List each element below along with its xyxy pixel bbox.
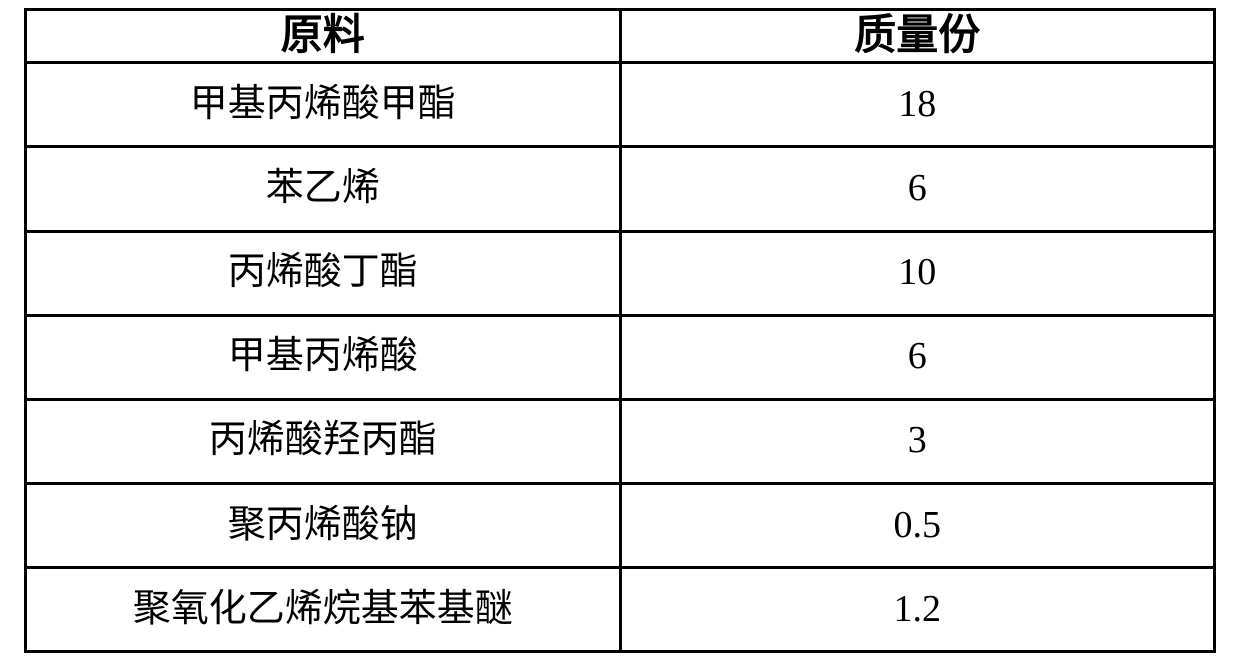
cell-parts: 1.2 — [620, 567, 1215, 651]
cell-material: 丙烯酸羟丙酯 — [26, 399, 621, 483]
cell-parts: 6 — [620, 315, 1215, 399]
table-row: 苯乙烯 6 — [26, 147, 1215, 231]
cell-parts: 0.5 — [620, 483, 1215, 567]
cell-material: 聚丙烯酸钠 — [26, 483, 621, 567]
table-row: 甲基丙烯酸 6 — [26, 315, 1215, 399]
composition-table-container: 原料 质量份 甲基丙烯酸甲酯 18 苯乙烯 6 丙烯酸丁酯 10 甲基丙烯酸 6 — [0, 0, 1240, 669]
table-row: 聚氧化乙烯烷基苯基醚 1.2 — [26, 567, 1215, 651]
table-header-row: 原料 质量份 — [26, 10, 1215, 63]
cell-material: 丙烯酸丁酯 — [26, 231, 621, 315]
cell-material: 甲基丙烯酸 — [26, 315, 621, 399]
col-header-parts: 质量份 — [620, 10, 1215, 63]
table-row: 丙烯酸羟丙酯 3 — [26, 399, 1215, 483]
table-row: 聚丙烯酸钠 0.5 — [26, 483, 1215, 567]
cell-parts: 18 — [620, 63, 1215, 147]
cell-parts: 6 — [620, 147, 1215, 231]
cell-parts: 10 — [620, 231, 1215, 315]
cell-material: 苯乙烯 — [26, 147, 621, 231]
cell-material: 甲基丙烯酸甲酯 — [26, 63, 621, 147]
table-row: 甲基丙烯酸甲酯 18 — [26, 63, 1215, 147]
cell-material: 聚氧化乙烯烷基苯基醚 — [26, 567, 621, 651]
col-header-material: 原料 — [26, 10, 621, 63]
table-row: 丙烯酸丁酯 10 — [26, 231, 1215, 315]
composition-table: 原料 质量份 甲基丙烯酸甲酯 18 苯乙烯 6 丙烯酸丁酯 10 甲基丙烯酸 6 — [24, 8, 1216, 653]
cell-parts: 3 — [620, 399, 1215, 483]
